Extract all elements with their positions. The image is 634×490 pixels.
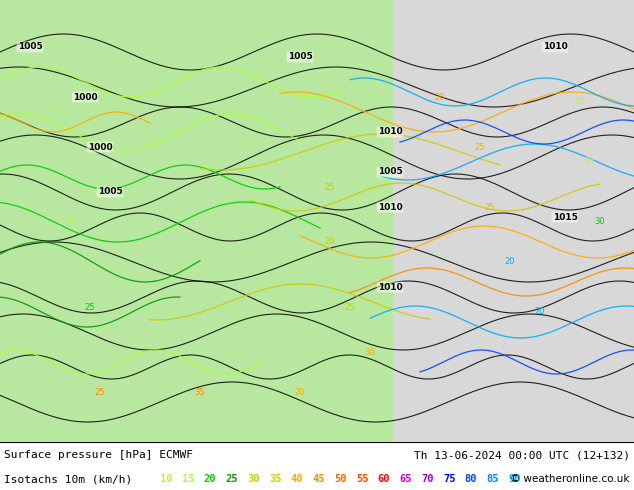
Text: Surface pressure [hPa] ECMWF: Surface pressure [hPa] ECMWF <box>4 450 193 461</box>
Text: 40: 40 <box>290 474 303 485</box>
Text: 85: 85 <box>486 474 499 485</box>
Text: 20: 20 <box>295 388 305 396</box>
Text: 1000: 1000 <box>87 143 112 151</box>
Text: 30: 30 <box>247 474 259 485</box>
Text: 20: 20 <box>49 107 60 117</box>
Text: 10: 10 <box>160 474 172 485</box>
Text: 1010: 1010 <box>543 43 567 51</box>
Text: 20: 20 <box>534 308 545 317</box>
Text: 70: 70 <box>421 474 434 485</box>
Text: 1005: 1005 <box>378 168 403 176</box>
Text: 25: 25 <box>94 388 105 396</box>
Text: 25: 25 <box>585 157 595 167</box>
Text: 1000: 1000 <box>73 93 97 101</box>
Text: 30: 30 <box>365 347 375 357</box>
Text: 55: 55 <box>356 474 368 485</box>
Text: 25: 25 <box>485 202 495 212</box>
Text: 60: 60 <box>378 474 390 485</box>
Text: 1010: 1010 <box>378 283 403 292</box>
Bar <box>0 0 393 442</box>
Text: 25: 25 <box>325 182 335 192</box>
Text: 20: 20 <box>505 258 515 267</box>
Text: 20: 20 <box>65 218 75 226</box>
Text: 20: 20 <box>435 93 445 101</box>
Text: Th 13-06-2024 00:00 UTC (12+132): Th 13-06-2024 00:00 UTC (12+132) <box>414 450 630 461</box>
Text: 25: 25 <box>475 143 485 151</box>
Text: 1015: 1015 <box>553 213 578 221</box>
Text: 20: 20 <box>325 238 335 246</box>
Text: 1010: 1010 <box>378 202 403 212</box>
Text: 35: 35 <box>195 388 205 396</box>
Text: 25: 25 <box>85 302 95 312</box>
Text: 50: 50 <box>334 474 347 485</box>
Text: 75: 75 <box>443 474 455 485</box>
Bar <box>393 0 634 442</box>
Text: 65: 65 <box>399 474 412 485</box>
Text: 25: 25 <box>345 302 355 312</box>
Text: 25: 25 <box>575 98 585 106</box>
Text: 1010: 1010 <box>378 127 403 137</box>
Text: 80: 80 <box>465 474 477 485</box>
Text: 15: 15 <box>182 474 194 485</box>
Text: 1005: 1005 <box>98 188 122 196</box>
Text: © weatheronline.co.uk: © weatheronline.co.uk <box>510 474 630 485</box>
Text: 90: 90 <box>508 474 521 485</box>
Text: 1005: 1005 <box>288 52 313 62</box>
Text: 35: 35 <box>269 474 281 485</box>
Text: 20: 20 <box>204 474 216 485</box>
Text: Isotachs 10m (km/h): Isotachs 10m (km/h) <box>4 474 133 485</box>
Text: 25: 25 <box>225 474 238 485</box>
Text: 45: 45 <box>313 474 325 485</box>
Text: 1005: 1005 <box>18 43 42 51</box>
Text: 30: 30 <box>595 218 605 226</box>
